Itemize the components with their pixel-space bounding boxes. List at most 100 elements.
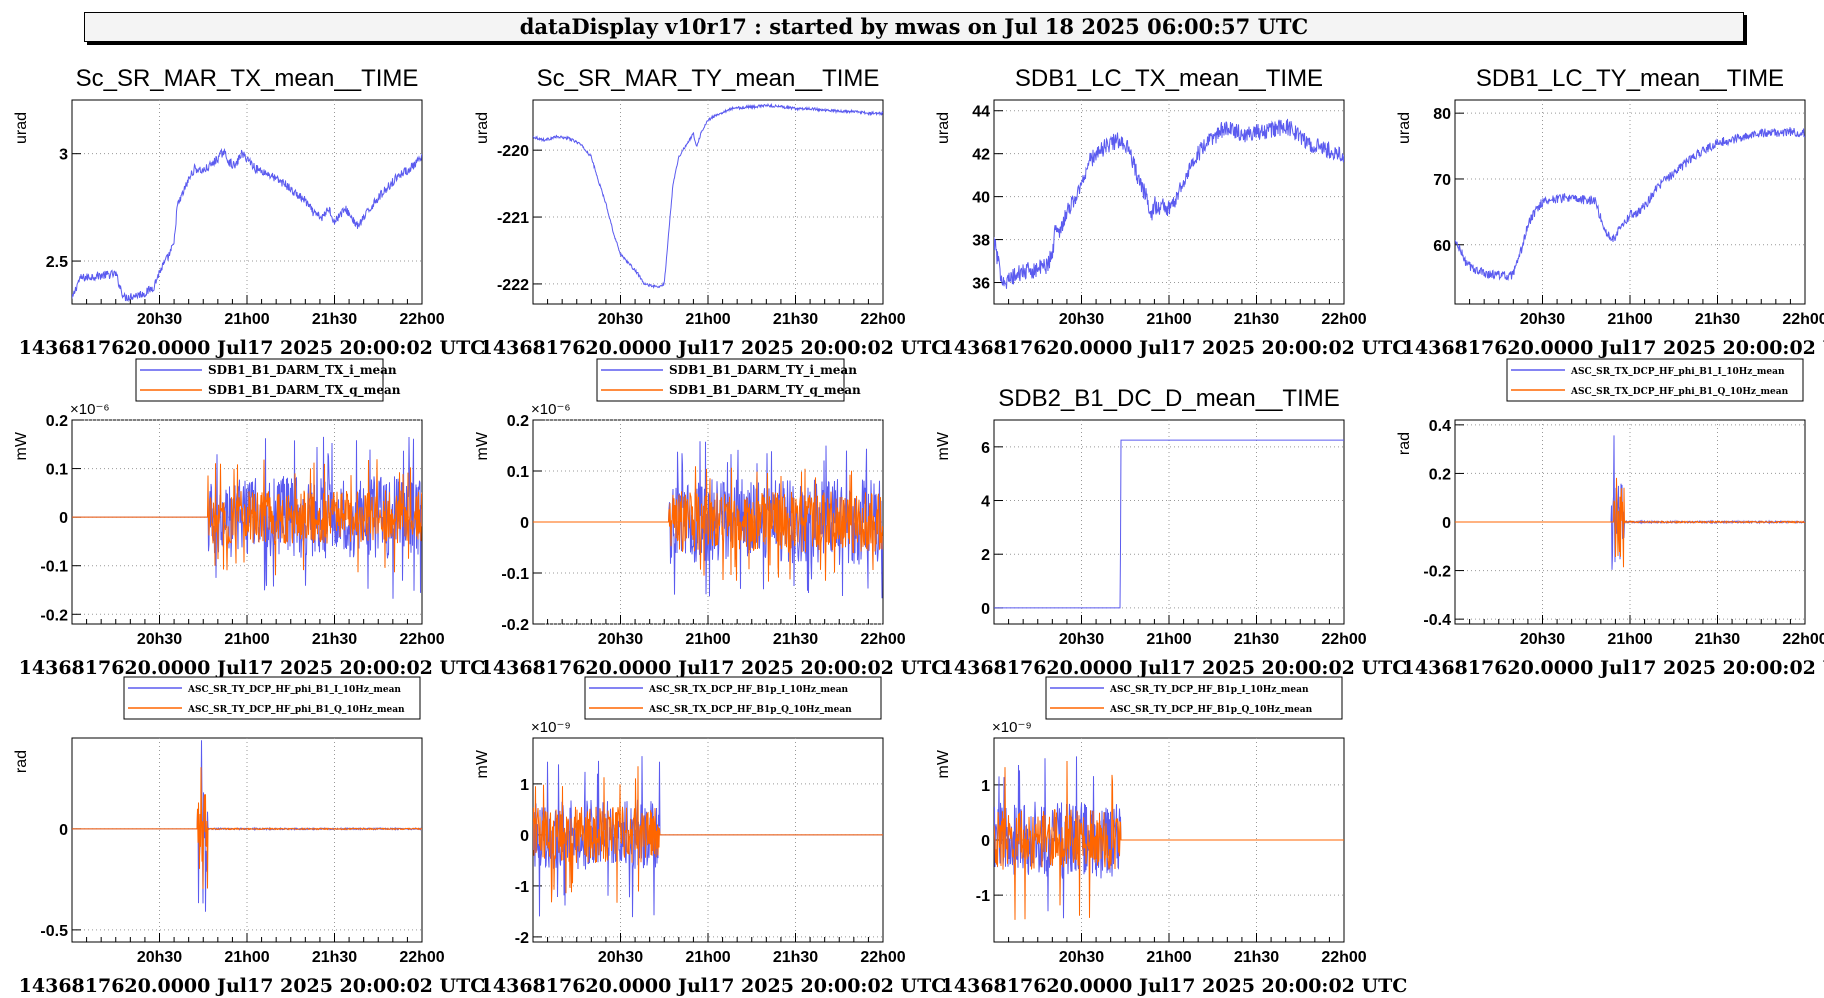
- series-group: [994, 118, 1344, 289]
- legend-entry: ASC_SR_TY_DCP_HF_phi_B1_Q_10Hz_mean: [187, 705, 405, 715]
- y-tick-label: 0: [59, 510, 68, 527]
- x-tick-label: 20h30: [1520, 311, 1565, 328]
- plot-timestamp: 1436817620.0000 Jul17 2025 20:00:02 UTC: [1402, 337, 1824, 359]
- x-tick-label: 21h00: [685, 631, 730, 648]
- series-line-2: [994, 760, 1344, 920]
- plot-timestamp: 1436817620.0000 Jul17 2025 20:00:02 UTC: [480, 975, 947, 997]
- y-tick-label: -1: [515, 879, 529, 896]
- series-group: [72, 740, 422, 912]
- series-group: [72, 436, 422, 599]
- plot-frame: [532, 99, 884, 305]
- x-tick-label: 21h30: [1234, 631, 1279, 648]
- y-tick-label: -0.4: [1423, 612, 1451, 629]
- x-tick-label: 21h30: [773, 311, 818, 328]
- series-line-1: [1455, 127, 1805, 281]
- y-tick-label: 0.4: [1429, 418, 1451, 435]
- y-axis-label: urad: [1396, 112, 1413, 144]
- x-tick-label: 21h00: [1607, 631, 1652, 648]
- plot-frame: [1454, 99, 1806, 305]
- series-line-2: [72, 767, 422, 889]
- x-tick-label: 22h00: [860, 631, 905, 648]
- y-axis-label: rad: [1396, 432, 1413, 455]
- y-tick-label: 0: [981, 601, 990, 618]
- legend-entry: ASC_SR_TX_DCP_HF_B1p_I_10Hz_mean: [648, 685, 849, 695]
- plot-timestamp: 1436817620.0000 Jul17 2025 20:00:02 UTC: [480, 337, 947, 359]
- series-line-2: [72, 459, 422, 576]
- y-tick-label: 60: [1433, 238, 1451, 255]
- y-axis-label: mW: [474, 749, 491, 778]
- y-axis-label: urad: [474, 112, 491, 144]
- y-axis-label: mW: [935, 749, 952, 778]
- plot-frame: [993, 419, 1345, 625]
- plot-timestamp: 1436817620.0000 Jul17 2025 20:00:02 UTC: [19, 657, 486, 679]
- legend-box: [135, 358, 384, 402]
- plot-title: SDB1_LC_TY_mean__TIME: [1476, 65, 1784, 92]
- series-line-1: [72, 147, 422, 303]
- x-tick-label: 22h00: [399, 631, 444, 648]
- legend-box: [1506, 358, 1804, 402]
- plot-timestamp: 1436817620.0000 Jul17 2025 20:00:02 UTC: [480, 657, 947, 679]
- plot-title: Sc_SR_MAR_TY_mean__TIME: [537, 65, 880, 92]
- y-tick-label: 0: [981, 833, 990, 850]
- x-tick-label: 20h30: [1059, 311, 1104, 328]
- x-tick-label: 22h00: [1321, 311, 1366, 328]
- y-axis-label: mW: [13, 431, 30, 460]
- x-tick-label: 22h00: [1782, 631, 1824, 648]
- y-tick-label: 70: [1433, 172, 1451, 189]
- x-tick-label: 21h00: [1146, 631, 1191, 648]
- y-tick-label: 0.2: [46, 413, 68, 430]
- y-tick-label: 40: [972, 190, 990, 207]
- y-tick-label: 0.2: [507, 413, 529, 430]
- y-tick-label: 4: [981, 494, 990, 511]
- plot-timestamp: 1436817620.0000 Jul17 2025 20:00:02 UTC: [941, 657, 1408, 679]
- legend-box: [584, 676, 882, 720]
- legend-entry: SDB1_B1_DARM_TY_q_mean: [669, 383, 861, 398]
- y-tick-label: 3: [59, 147, 68, 164]
- x-tick-label: 21h30: [1234, 949, 1279, 966]
- plot-11: -1 0 1 20h30 21h00 21h30 22h00 mW ×10⁻⁹ 143681762…: [935, 676, 1408, 997]
- series-group: [994, 756, 1344, 920]
- y-tick-label: 0.1: [46, 462, 68, 479]
- plot-timestamp: 1436817620.0000 Jul17 2025 20:00:02 UTC: [941, 337, 1408, 359]
- y-axis-label: urad: [13, 112, 30, 144]
- x-tick-label: 22h00: [1321, 631, 1366, 648]
- y-tick-label: 0: [520, 828, 529, 845]
- series-line-1: [533, 102, 883, 290]
- x-tick-label: 22h00: [860, 949, 905, 966]
- plot-10: -2 -1 0 1 20h30 21h00 21h30 22h00 mW ×10⁻⁹ 1436817…: [474, 676, 947, 997]
- legend-box: [123, 676, 421, 720]
- plot-8: -0.4 -0.2 0 0.2 0.4 20h30 21h00 21h30 22h00 rad 14…: [1396, 358, 1824, 679]
- legend-entry: ASC_SR_TX_DCP_HF_phi_B1_I_10Hz_mean: [1570, 367, 1785, 377]
- x-tick-label: 20h30: [598, 631, 643, 648]
- plot-timestamp: 1436817620.0000 Jul17 2025 20:00:02 UTC: [19, 337, 486, 359]
- legend: ASC_SR_TY_DCP_HF_phi_B1_I_10Hz_mean ASC_S…: [123, 676, 421, 720]
- x-tick-label: 21h30: [773, 631, 818, 648]
- x-tick-label: 21h00: [685, 311, 730, 328]
- series-line-2: [533, 766, 883, 903]
- series-line-1: [994, 439, 1344, 609]
- legend-entry: ASC_SR_TX_DCP_HF_phi_B1_Q_10Hz_mean: [1570, 387, 1789, 397]
- x-tick-label: 20h30: [137, 311, 182, 328]
- plot-timestamp: 1436817620.0000 Jul17 2025 20:00:02 UTC: [941, 975, 1408, 997]
- y-axis-label: mW: [935, 431, 952, 460]
- plot-5: -0.2 -0.1 0 0.1 0.2 20h30 21h00 21h30 22h00 mW ×10…: [13, 358, 486, 679]
- x-tick-label: 22h00: [399, 949, 444, 966]
- x-tick-label: 21h30: [312, 631, 357, 648]
- plot-3: 36 38 40 42 44 20h30 21h00 21h30 22h00 urad SDB1_L…: [935, 65, 1407, 359]
- x-tick-label: 21h00: [224, 631, 269, 648]
- series-group: [533, 102, 883, 290]
- plot-title: Sc_SR_MAR_TX_mean__TIME: [76, 65, 419, 92]
- y-tick-label: 80: [1433, 106, 1451, 123]
- x-tick-label: 22h00: [399, 311, 444, 328]
- legend: ASC_SR_TY_DCP_HF_B1p_I_10Hz_mean ASC_SR_T…: [1045, 676, 1343, 720]
- series-line-1: [994, 118, 1344, 289]
- x-tick-label: 21h30: [1695, 311, 1740, 328]
- x-tick-label: 21h00: [224, 949, 269, 966]
- legend-entry: SDB1_B1_DARM_TX_i_mean: [208, 363, 397, 378]
- plot-timestamp: 1436817620.0000 Jul17 2025 20:00:02 UTC: [19, 975, 486, 997]
- y-tick-label: -0.2: [40, 607, 68, 624]
- legend-entry: SDB1_B1_DARM_TX_q_mean: [208, 383, 401, 398]
- legend-entry: ASC_SR_TY_DCP_HF_B1p_Q_10Hz_mean: [1109, 705, 1313, 715]
- series-group: [994, 439, 1344, 609]
